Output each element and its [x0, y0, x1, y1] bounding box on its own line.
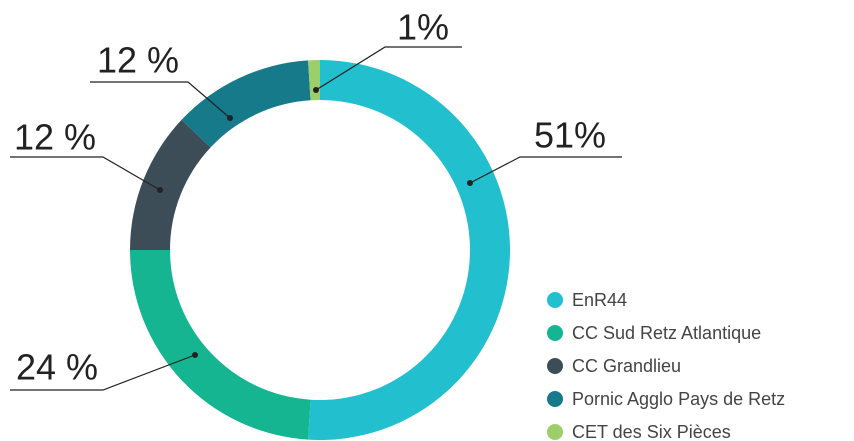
leader-line — [10, 156, 161, 191]
donut-slice — [130, 250, 311, 440]
leader-dot — [467, 180, 473, 186]
legend-label: CET des Six Pièces — [572, 422, 731, 441]
leader-dot — [192, 352, 198, 358]
donut-slice — [308, 60, 510, 440]
leader-line — [10, 354, 196, 391]
legend-label: CC Sud Retz Atlantique — [572, 323, 761, 343]
data-label: 12 % — [14, 117, 96, 158]
leader-line — [315, 46, 462, 91]
legend-label: EnR44 — [572, 290, 627, 310]
data-label: 51% — [534, 115, 606, 156]
legend-swatch — [547, 358, 563, 374]
legend-swatch — [547, 391, 563, 407]
legend-swatch — [547, 292, 563, 308]
leader-dot — [227, 115, 233, 121]
legend-label: CC Grandlieu — [572, 356, 681, 376]
leader-dot — [157, 187, 163, 193]
leader-line — [469, 156, 622, 184]
donut-slice — [130, 119, 211, 250]
leader-line — [90, 81, 231, 119]
donut-slice — [181, 60, 311, 148]
data-label: 12 % — [97, 40, 179, 81]
legend-swatch — [547, 424, 563, 440]
leader-dot — [313, 87, 319, 93]
legend-swatch — [547, 325, 563, 341]
legend-label: Pornic Agglo Pays de Retz — [572, 389, 785, 409]
data-label: 1% — [397, 7, 449, 48]
data-label: 24 % — [16, 347, 98, 388]
